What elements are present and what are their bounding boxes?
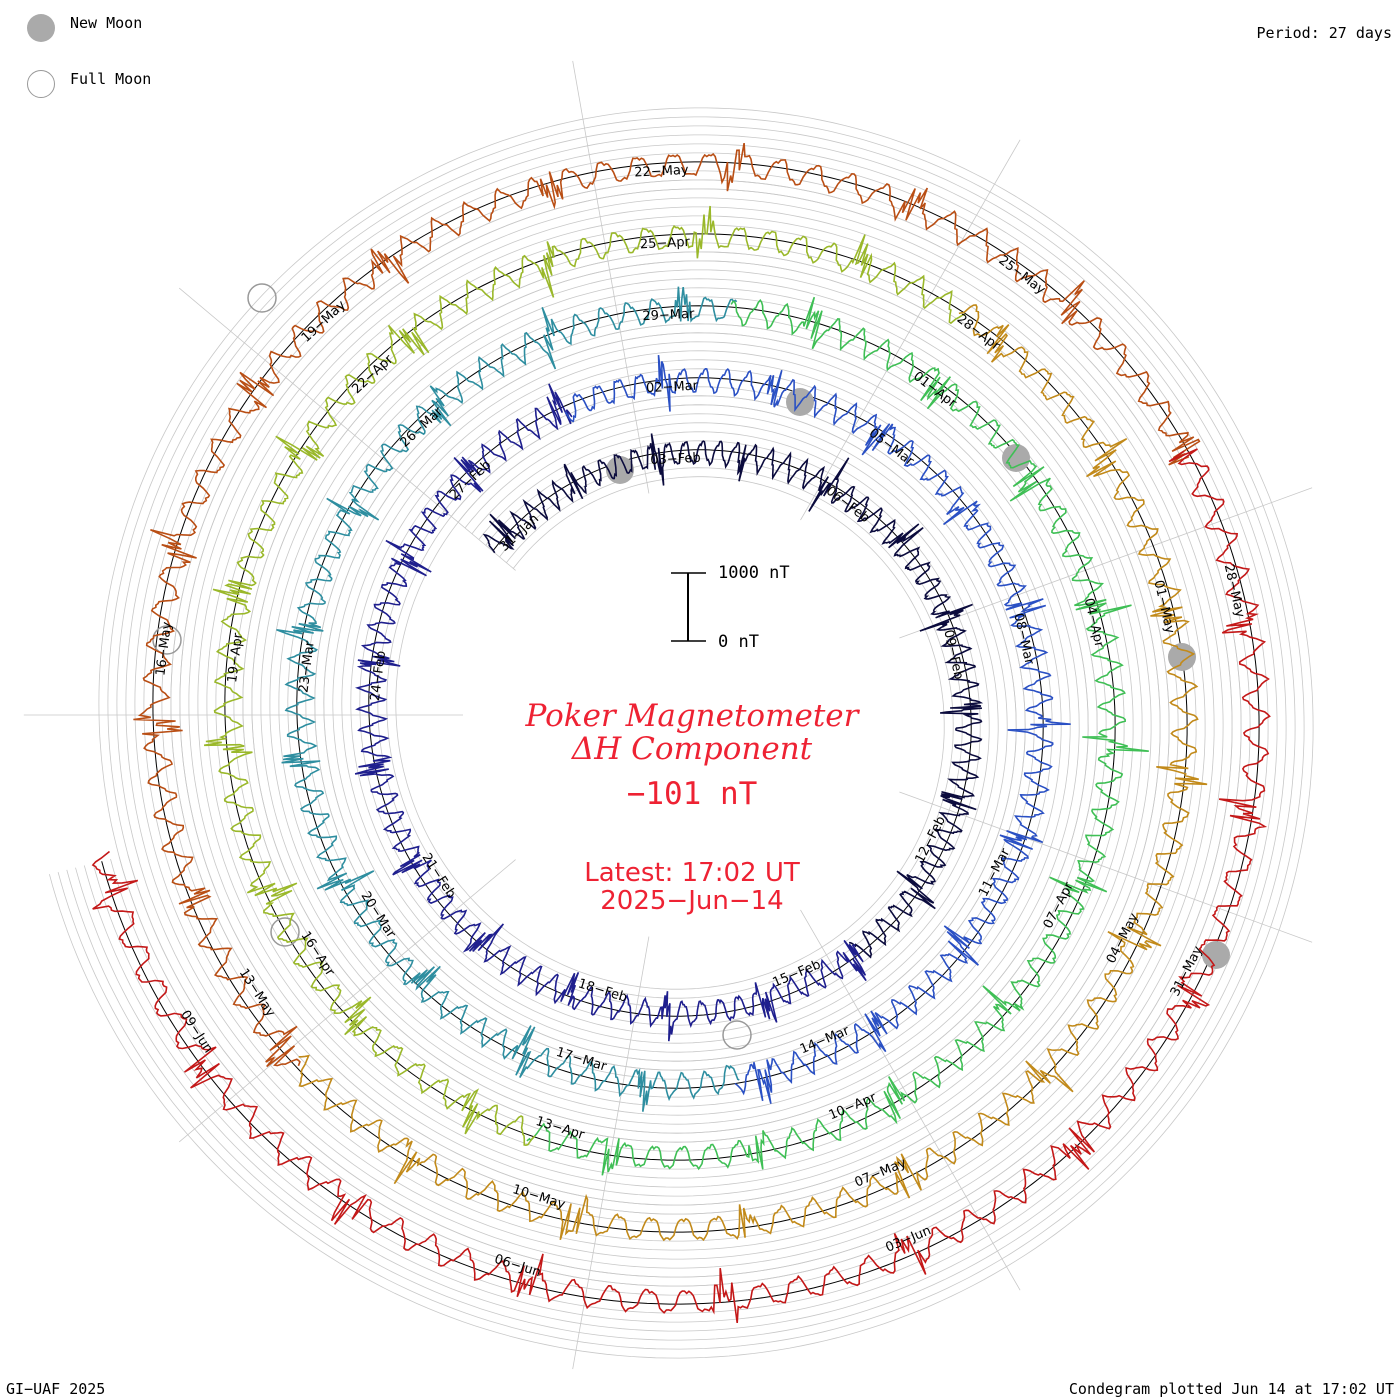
current-value: −101 nT <box>626 776 758 812</box>
full-moon-icon <box>27 70 55 98</box>
date-label: 23−Mar <box>296 639 317 693</box>
data-traces <box>91 142 1271 1324</box>
date-label: 14−Mar <box>798 1023 852 1057</box>
new-moon-marker <box>1168 643 1196 671</box>
chart-subtitle: ΔH Component <box>571 731 813 767</box>
scale-bar <box>671 572 706 642</box>
series-trace <box>133 142 1201 1068</box>
new-moon-legend-label: New Moon <box>70 14 143 32</box>
scale-bottom-label: 0 nT <box>718 632 759 652</box>
date-label: 25−Apr <box>640 235 691 252</box>
new-moon-marker <box>606 456 634 484</box>
full-moon-marker <box>722 1020 752 1050</box>
series-trace <box>564 355 1071 1104</box>
day-spoke <box>800 139 1021 521</box>
day-spoke <box>899 791 1313 943</box>
date-label: 25−May <box>996 253 1049 298</box>
full-moon-marker <box>270 917 300 947</box>
date-label: 16−May <box>153 621 175 677</box>
grid-ring <box>75 134 1287 1332</box>
grid-ring <box>49 107 1314 1359</box>
latest-date: 2025−Jun−14 <box>600 886 784 916</box>
day-spoke <box>800 909 1021 1291</box>
date-label: 24−Feb <box>368 650 389 702</box>
series-trace <box>526 296 1149 1176</box>
date-label: 22−May <box>634 163 689 181</box>
chart-title: Poker Magnetometer <box>525 698 859 734</box>
latest-time: Latest: 17:02 UT <box>584 858 800 888</box>
date-label: 19−May <box>299 298 349 346</box>
grid-ring <box>57 116 1305 1350</box>
series-trace <box>482 433 984 959</box>
series-trace <box>276 286 740 1112</box>
full-moon-marker <box>152 625 182 655</box>
day-spoke <box>178 287 516 571</box>
new-moon-icon <box>27 14 55 42</box>
series-trace <box>354 383 867 1042</box>
series-trace <box>91 448 1271 1324</box>
date-label: 29−Mar <box>642 307 695 325</box>
series-trace <box>298 304 1208 1242</box>
date-label: 22−Apr <box>349 352 396 397</box>
date-label: 01−May <box>1150 579 1177 636</box>
day-spokes <box>23 60 1313 1370</box>
scale-top-label: 1000 nT <box>718 563 790 583</box>
grid-ring <box>66 125 1296 1341</box>
series-trace <box>203 205 966 1147</box>
period-label: Period: 27 days <box>1256 24 1392 42</box>
date-label: 06−Jun <box>492 1252 542 1280</box>
day-spoke <box>178 859 516 1143</box>
day-spoke <box>899 487 1313 639</box>
date-label: 02−Mar <box>646 379 699 397</box>
plotted-timestamp: Condegram plotted Jun 14 at 17:02 UT <box>1068 1380 1394 1398</box>
grid-ring <box>83 143 1278 1323</box>
credit-label: GI−UAF 2025 <box>6 1380 106 1398</box>
full-moon-marker <box>247 283 277 313</box>
date-label: 10−Apr <box>827 1090 879 1123</box>
full-moon-legend-label: Full Moon <box>70 70 152 88</box>
date-label: 19−Apr <box>225 632 246 684</box>
day-spoke <box>572 60 650 494</box>
new-moon-marker <box>1202 941 1230 969</box>
date-label: 03−Feb <box>650 451 701 468</box>
